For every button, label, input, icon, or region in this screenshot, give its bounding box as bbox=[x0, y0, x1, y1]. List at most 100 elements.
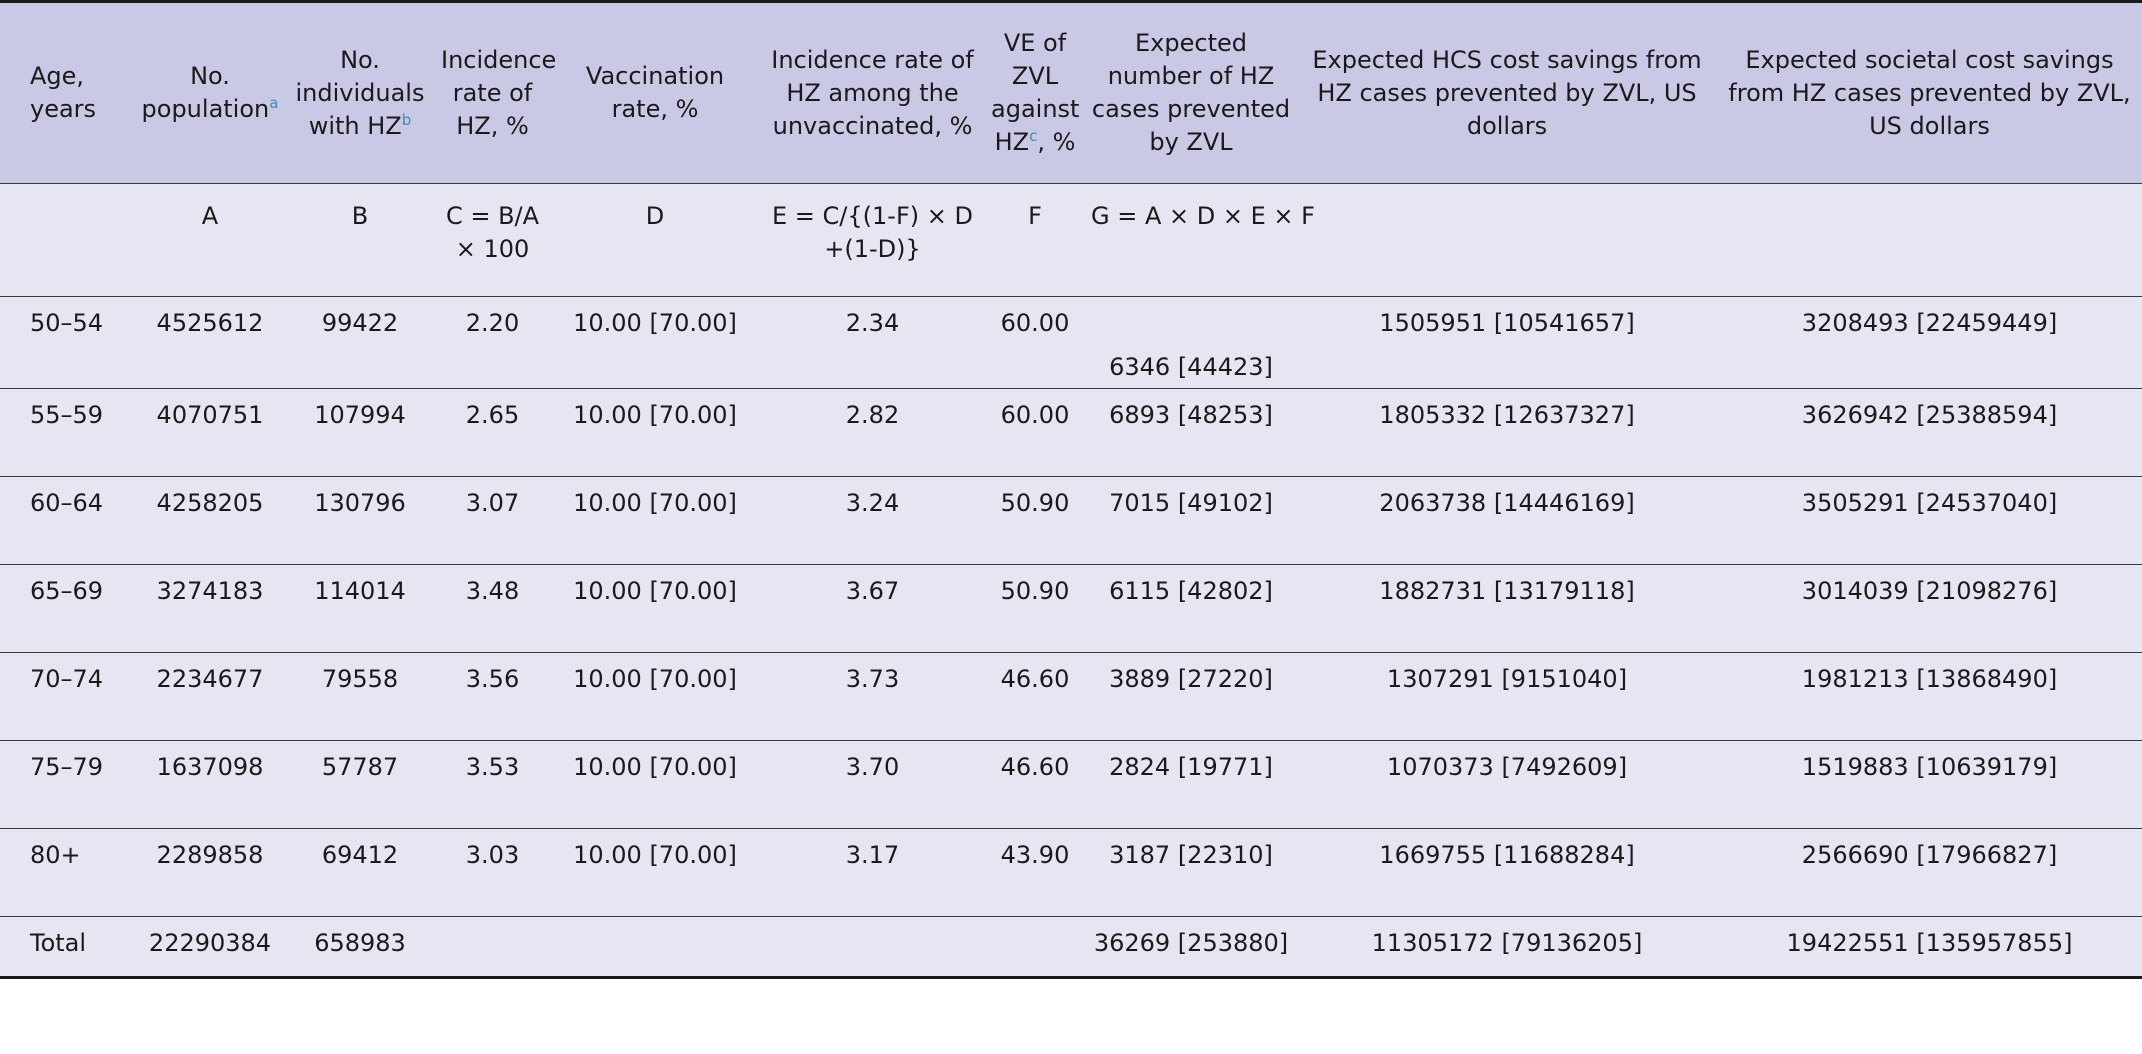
table-cell: 3889 [27220] bbox=[1085, 652, 1297, 741]
header-population: No. populationa bbox=[135, 0, 285, 184]
table-cell: 6115 [42802] bbox=[1085, 564, 1297, 653]
formula-cell: A bbox=[135, 183, 285, 297]
table-cell: 10.00 [70.00] bbox=[550, 740, 760, 829]
table-row: 65–69 3274183 114014 3.48 10.00 [70.00] 3.67 5… bbox=[0, 564, 2142, 653]
footnote-marker-b[interactable]: b bbox=[401, 110, 412, 129]
table-cell: 1307291 [9151040] bbox=[1297, 652, 1717, 741]
table-row: 75–79 1637098 57787 3.53 10.00 [70.00] 3.70 46… bbox=[0, 740, 2142, 829]
table-cell: 75–79 bbox=[0, 740, 135, 829]
table-cell: 3.53 bbox=[435, 740, 550, 829]
header-age: Age, years bbox=[0, 0, 135, 184]
table-cell: 3.48 bbox=[435, 564, 550, 653]
table-cell: 10.00 [70.00] bbox=[550, 296, 760, 389]
table-cell: 3274183 bbox=[135, 564, 285, 653]
table-cell: 4070751 bbox=[135, 388, 285, 477]
results-table: Age, years No. populationa No. individua… bbox=[0, 0, 2142, 979]
table-cell: 2063738 [14446169] bbox=[1297, 476, 1717, 565]
formula-cell bbox=[0, 183, 135, 297]
table-cell: 60–64 bbox=[0, 476, 135, 565]
table-cell: 3014039 [21098276] bbox=[1717, 564, 2142, 653]
table-cell: 4258205 bbox=[135, 476, 285, 565]
header-incidence-rate: Incidence rate of HZ, % bbox=[435, 0, 556, 184]
table-cell: 4525612 bbox=[135, 296, 285, 389]
total-cell: 19422551 [135957855] bbox=[1717, 916, 2142, 979]
formula-cell bbox=[1297, 183, 1717, 297]
table-cell: 1981213 [13868490] bbox=[1717, 652, 2142, 741]
table-cell: 50.90 bbox=[985, 476, 1085, 565]
table-cell: 3.67 bbox=[760, 564, 985, 653]
table-cell: 10.00 [70.00] bbox=[550, 564, 760, 653]
table-cell: 3.03 bbox=[435, 828, 550, 917]
table-cell: 1805332 [12637327] bbox=[1297, 388, 1717, 477]
header-incidence-unvaccinated: Incidence rate of HZ among the unvaccina… bbox=[760, 0, 985, 184]
header-ve-of-zvl: VE of ZVL against HZc, % bbox=[985, 0, 1085, 184]
formula-row: A B C = B/A × 100 D E = C/{(1-F) × D +(1… bbox=[0, 183, 2142, 297]
table-cell: 57787 bbox=[285, 740, 435, 829]
table-row: 80+ 2289858 69412 3.03 10.00 [70.00] 3.17 43.9… bbox=[0, 828, 2142, 917]
table-cell: 70–74 bbox=[0, 652, 135, 741]
footnote-marker-a[interactable]: a bbox=[269, 94, 279, 112]
table-cell: 7015 [49102] bbox=[1085, 476, 1297, 565]
header-hcs-cost-savings: Expected HCS cost savings from HZ cases … bbox=[1297, 0, 1717, 184]
table-cell: 3.24 bbox=[760, 476, 985, 565]
table-cell: 114014 bbox=[285, 564, 435, 653]
total-cell bbox=[550, 916, 760, 979]
table-cell: 2.34 bbox=[760, 296, 985, 389]
table-row: 50–54 4525612 99422 2.20 10.00 [70.00] 2.34 60… bbox=[0, 296, 2142, 389]
table-cell: 1637098 bbox=[135, 740, 285, 829]
table-cell: 1505951 [10541657] bbox=[1297, 296, 1717, 389]
table-cell: 10.00 [70.00] bbox=[550, 652, 760, 741]
header-vaccination-rate: Vaccination rate, % bbox=[550, 0, 760, 184]
table-cell: 50.90 bbox=[985, 564, 1085, 653]
table-cell: 2289858 bbox=[135, 828, 285, 917]
table-cell: 3505291 [24537040] bbox=[1717, 476, 2142, 565]
header-cases-prevented: Expected number of HZ cases prevented by… bbox=[1085, 0, 1297, 184]
table-cell: 1519883 [10639179] bbox=[1717, 740, 2142, 829]
table-cell: 65–69 bbox=[0, 564, 135, 653]
formula-cell: B bbox=[285, 183, 435, 297]
total-cell: 11305172 [79136205] bbox=[1297, 916, 1717, 979]
table-row: 70–74 2234677 79558 3.56 10.00 [70.00] 3.73 46… bbox=[0, 652, 2142, 741]
table-cell: 10.00 [70.00] bbox=[550, 476, 760, 565]
table-cell: 3208493 [22459449] bbox=[1717, 296, 2142, 389]
table-cell: 2.20 bbox=[435, 296, 550, 389]
formula-cell: C = B/A × 100 bbox=[435, 183, 550, 297]
table-cell: 10.00 [70.00] bbox=[550, 828, 760, 917]
table-cell: 46.60 bbox=[985, 652, 1085, 741]
table-cell: 46.60 bbox=[985, 740, 1085, 829]
formula-cell: D bbox=[550, 183, 760, 297]
total-cell: 658983 bbox=[285, 916, 435, 979]
total-cell: 36269 [253880] bbox=[1085, 916, 1297, 979]
table-cell: 3.07 bbox=[435, 476, 550, 565]
table-cell: 2566690 [17966827] bbox=[1717, 828, 2142, 917]
table-cell: 79558 bbox=[285, 652, 435, 741]
table-cell: 55–59 bbox=[0, 388, 135, 477]
header-row: Age, years No. populationa No. individua… bbox=[0, 0, 2142, 184]
table-cell: 80+ bbox=[0, 828, 135, 917]
total-cell bbox=[435, 916, 550, 979]
total-cell bbox=[760, 916, 985, 979]
table-cell: 99422 bbox=[285, 296, 435, 389]
table-cell: 60.00 bbox=[985, 388, 1085, 477]
table-row: 55–59 4070751 107994 2.65 10.00 [70.00] 2.82 6… bbox=[0, 388, 2142, 477]
table-cell: 1669755 [11688284] bbox=[1297, 828, 1717, 917]
table-cell: 3.73 bbox=[760, 652, 985, 741]
formula-cell: G = A × D × E × F bbox=[1085, 183, 1315, 297]
total-cell bbox=[985, 916, 1085, 979]
table-cell: 2.65 bbox=[435, 388, 550, 477]
header-societal-cost-savings: Expected societal cost savings from HZ c… bbox=[1717, 0, 2142, 184]
table-cell: 2824 [19771] bbox=[1085, 740, 1297, 829]
table-cell: 107994 bbox=[285, 388, 435, 477]
table-cell: 1070373 [7492609] bbox=[1297, 740, 1717, 829]
table-cell: 6346 [44423] bbox=[1085, 296, 1297, 389]
footnote-marker-c[interactable]: c bbox=[1029, 127, 1038, 145]
total-cell: Total bbox=[0, 916, 135, 979]
table-cell: 10.00 [70.00] bbox=[550, 388, 760, 477]
table-cell: 2.82 bbox=[760, 388, 985, 477]
table-cell: 69412 bbox=[285, 828, 435, 917]
total-cell: 22290384 bbox=[135, 916, 285, 979]
formula-cell: E = C/{(1-F) × D +(1-D)} bbox=[760, 183, 985, 297]
table-cell: 3.56 bbox=[435, 652, 550, 741]
table-cell: 43.90 bbox=[985, 828, 1085, 917]
table-row: 60–64 4258205 130796 3.07 10.00 [70.00] 3.24 5… bbox=[0, 476, 2142, 565]
